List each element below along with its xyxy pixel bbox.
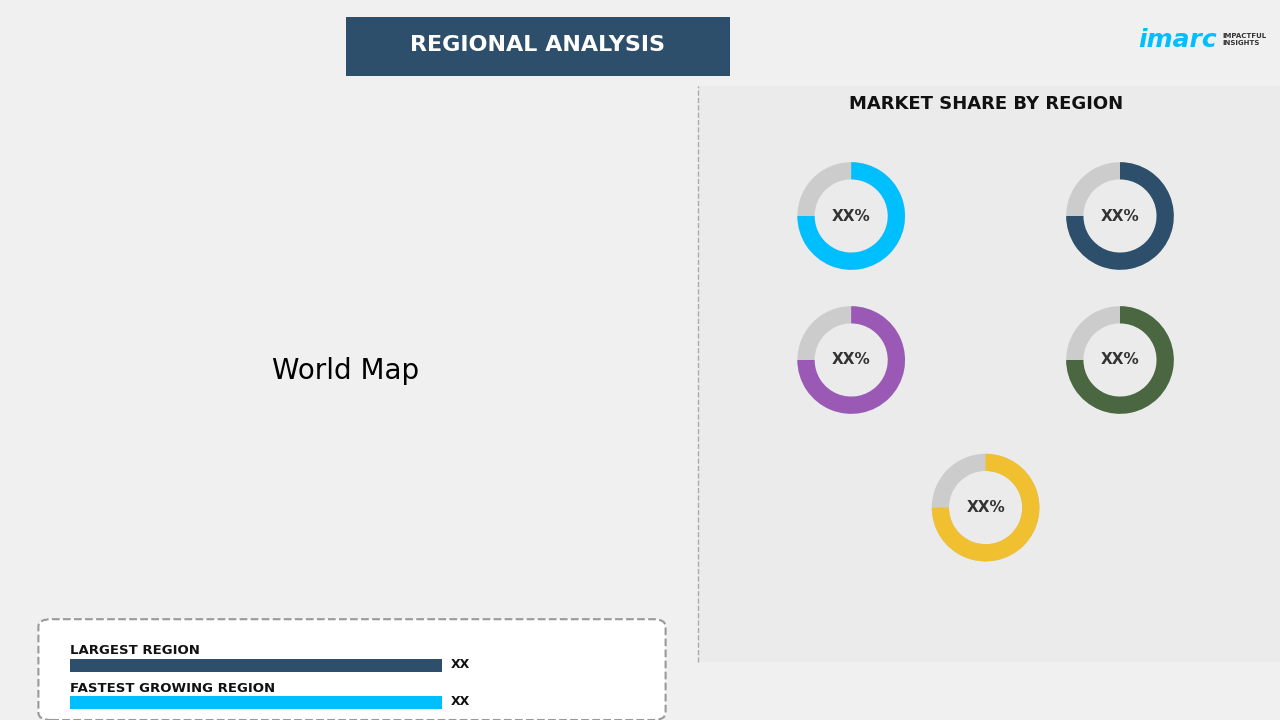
Wedge shape [797,306,905,414]
Text: imarc: imarc [1138,27,1217,52]
Text: IMPACTFUL
INSIGHTS: IMPACTFUL INSIGHTS [1222,33,1266,46]
FancyBboxPatch shape [346,17,730,76]
Text: XX%: XX% [832,353,870,367]
Text: XX: XX [451,658,471,671]
Wedge shape [1066,306,1174,414]
Wedge shape [797,162,905,270]
Wedge shape [932,454,1039,562]
Wedge shape [932,454,1039,562]
Text: LARGEST REGION: LARGEST REGION [70,644,200,657]
FancyBboxPatch shape [70,696,442,709]
Wedge shape [1066,162,1174,270]
Text: MARKET SHARE BY REGION: MARKET SHARE BY REGION [849,95,1123,113]
Text: XX%: XX% [832,209,870,223]
Text: XX: XX [451,695,471,708]
Text: FASTEST GROWING REGION: FASTEST GROWING REGION [70,682,275,695]
Wedge shape [797,306,905,414]
Text: XX%: XX% [1101,209,1139,223]
FancyBboxPatch shape [38,619,666,720]
Text: XX%: XX% [1101,353,1139,367]
Text: XX%: XX% [966,500,1005,515]
Wedge shape [1066,306,1174,414]
FancyBboxPatch shape [70,660,442,672]
Text: World Map: World Map [273,357,419,384]
Wedge shape [1066,162,1174,270]
FancyBboxPatch shape [698,86,1280,662]
Text: REGIONAL ANALYSIS: REGIONAL ANALYSIS [410,35,666,55]
Wedge shape [797,162,905,270]
